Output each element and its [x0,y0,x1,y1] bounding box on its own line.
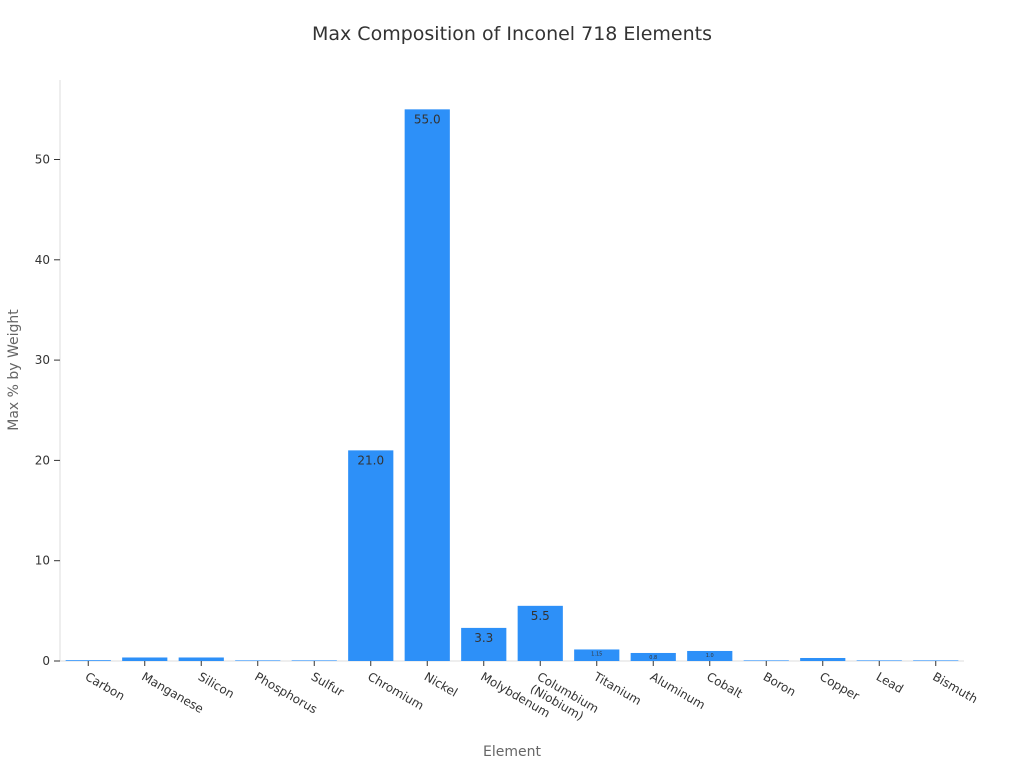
bar [235,660,281,661]
x-tick-label: Copper [817,669,862,703]
x-tick-label: Cobalt [704,669,745,701]
x-tick-label: Boron [761,669,798,699]
x-tick-label: Chromium [365,669,426,712]
bar [404,109,450,662]
x-tick-label: Columbium(Niobium) [528,669,601,728]
x-tick-label: Phosphorus [252,669,319,716]
bar [800,657,846,661]
x-tick-label: Manganese [139,669,206,716]
x-tick-label: Carbon [83,669,127,703]
x-tick-label: Lead [874,669,906,696]
bar [461,627,507,661]
data-label: 55.0 [414,112,441,126]
data-label: 1.0 [706,653,714,659]
chart-title: Max Composition of Inconel 718 Elements [312,23,712,45]
y-tick-label: 40 [35,253,50,267]
bar [913,660,959,661]
bar [517,605,563,661]
bar-group: 21.0 55.0 3.3 5.5 1.15 0.8 1.0 [65,109,959,662]
x-tick-label: Silicon [196,669,237,701]
data-label: 1.15 [591,651,602,657]
data-label: 21.0 [357,453,384,467]
y-tick-label: 30 [35,353,50,367]
y-tick-label: 0 [42,654,50,668]
x-tick-label: Sulfur [309,669,347,699]
bar [687,650,733,661]
y-axis-label: Max % by Weight [6,309,22,431]
bar [178,657,224,661]
bar [122,657,168,661]
bar [856,660,902,661]
x-tick-label: Bismuth [930,669,980,706]
y-tick-label: 10 [35,554,50,568]
bar [743,660,789,661]
x-tick-label: Nickel [422,669,460,699]
y-tick-group: 0 10 20 30 40 50 [35,153,60,668]
x-axis-label: Element [483,744,541,760]
bar [65,660,111,661]
data-label: 0.8 [649,655,657,661]
y-tick-label: 20 [35,453,50,467]
data-label: 5.5 [531,609,550,623]
bar [630,652,676,661]
bar [291,660,337,661]
bar [348,450,394,661]
data-label: 3.3 [474,631,493,645]
y-tick-label: 50 [35,153,50,167]
bar [574,649,620,661]
x-tick-label: Aluminum [648,669,708,712]
